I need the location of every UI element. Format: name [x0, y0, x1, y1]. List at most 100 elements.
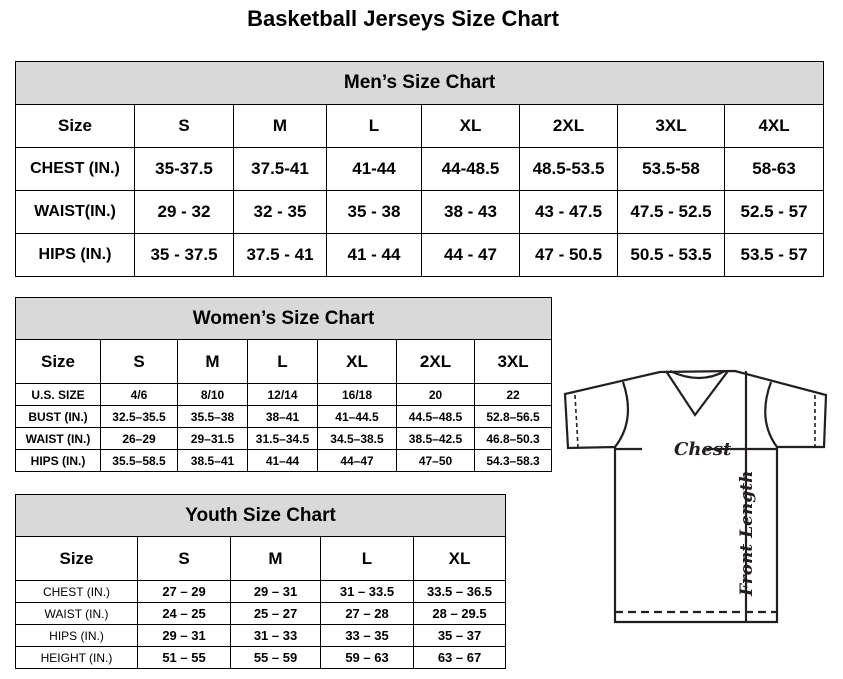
measurement-cell: 50.5 - 53.5 [617, 233, 725, 277]
measurement-cell: 35 - 37.5 [134, 233, 234, 277]
measurement-cell: 20 [396, 383, 475, 406]
measurement-cell: 12/14 [247, 383, 318, 406]
measurement-cell: 25 – 27 [230, 602, 321, 625]
row-label: CHEST (IN.) [15, 147, 135, 191]
row-label: HEIGHT (IN.) [15, 646, 138, 669]
header-row: Size S M L XL 2XL 3XL [15, 339, 553, 384]
measurement-cell: 31.5–34.5 [247, 427, 318, 450]
measurement-cell: 41–44.5 [317, 405, 397, 428]
measurement-cell: 52.8–56.5 [473, 405, 553, 428]
header-row: Size S M L XL 2XL 3XL 4XL [15, 104, 825, 148]
measurement-cell: 8/10 [177, 383, 248, 406]
measurement-cell: 35.5–58.5 [100, 449, 178, 472]
row-label: WAIST(IN.) [15, 190, 135, 234]
size-header: 3XL [617, 104, 725, 148]
measurement-cell: 54.3–58.3 [473, 449, 553, 472]
size-header: XL [412, 536, 507, 581]
size-header: 2XL [519, 104, 618, 148]
measurement-cell: 48.5-53.5 [519, 147, 618, 191]
measurement-cell: 47–50 [396, 449, 475, 472]
table-row: CHEST (IN.) 27 – 29 29 – 31 31 – 33.5 33.5 –… [15, 580, 507, 603]
row-label: U.S. SIZE [15, 383, 101, 406]
measurement-cell: 32 - 35 [233, 190, 327, 234]
mens-size-table: Men’s Size Chart Size S M L XL 2XL 3XL 4XL CHES… [14, 61, 825, 277]
measurement-cell: 53.5-58 [617, 147, 725, 191]
t-shirt-icon: Chest Front Length [563, 369, 828, 624]
measurement-cell: 43 - 47.5 [519, 190, 618, 234]
table-row: BUST (IN.) 32.5–35.5 35.5–38 38–41 41–44.5 44… [15, 405, 553, 428]
measurement-cell: 55 – 59 [230, 646, 321, 669]
row-label: CHEST (IN.) [15, 580, 138, 603]
header-row: Size S M L XL [15, 536, 507, 581]
measurement-cell: 38.5–41 [177, 449, 248, 472]
table-row: HIPS (IN.) 29 – 31 31 – 33 33 – 35 35 – 37 [15, 624, 507, 647]
measurement-cell: 31 – 33.5 [320, 580, 414, 603]
mens-table-title: Men’s Size Chart [14, 61, 825, 105]
size-header: 2XL [396, 339, 475, 384]
page-title: Basketball Jerseys Size Chart [247, 6, 559, 31]
measurement-cell: 41–44 [247, 449, 318, 472]
measurement-cell: 22 [473, 383, 553, 406]
measurement-cell: 44.5–48.5 [396, 405, 475, 428]
measurement-cell: 29–31.5 [177, 427, 248, 450]
size-label: Size [15, 104, 135, 148]
measurement-cell: 37.5-41 [233, 147, 327, 191]
measurement-cell: 4/6 [100, 383, 178, 406]
chest-label: Chest [674, 439, 732, 460]
table-row: HIPS (IN.) 35.5–58.5 38.5–41 41–44 44–47 47–5… [15, 449, 553, 472]
size-header: L [320, 536, 414, 581]
size-header: M [177, 339, 248, 384]
measurement-cell: 44 - 47 [421, 233, 520, 277]
size-header: S [134, 104, 234, 148]
measurement-cell: 27 – 28 [320, 602, 414, 625]
measurement-cell: 38 - 43 [421, 190, 520, 234]
table-row: U.S. SIZE 4/6 8/10 12/14 16/18 20 22 [15, 383, 553, 406]
youth-table-title: Youth Size Chart [14, 494, 507, 537]
measurement-cell: 41-44 [326, 147, 422, 191]
measurement-cell: 16/18 [317, 383, 397, 406]
measurement-cell: 38.5–42.5 [396, 427, 475, 450]
size-header: 4XL [723, 104, 825, 148]
size-label: Size [15, 536, 138, 581]
measurement-cell: 59 – 63 [320, 646, 414, 669]
table-row: WAIST (IN.) 26–29 29–31.5 31.5–34.5 34.5–38.… [15, 427, 553, 450]
table-row: WAIST (IN.) 24 – 25 25 – 27 27 – 28 28 – 29.… [15, 602, 507, 625]
table-row: HEIGHT (IN.) 51 – 55 55 – 59 59 – 63 63 – 67 [15, 646, 507, 669]
size-header: L [326, 104, 422, 148]
measurement-cell: 46.8–50.3 [473, 427, 553, 450]
measurement-cell: 34.5–38.5 [317, 427, 397, 450]
row-label: HIPS (IN.) [15, 233, 135, 277]
row-label: BUST (IN.) [15, 405, 101, 428]
womens-size-table: Women’s Size Chart Size S M L XL 2XL 3XL U.S. … [14, 297, 553, 472]
size-header: L [247, 339, 318, 384]
measurement-cell: 47 - 50.5 [519, 233, 618, 277]
measurement-cell: 52.5 - 57 [723, 190, 825, 234]
measurement-cell: 37.5 - 41 [233, 233, 327, 277]
measurement-cell: 63 – 67 [412, 646, 507, 669]
size-header: M [233, 104, 327, 148]
measurement-cell: 35-37.5 [134, 147, 234, 191]
measurement-cell: 44–47 [317, 449, 397, 472]
measurement-cell: 33 – 35 [320, 624, 414, 647]
measurement-cell: 29 – 31 [230, 580, 321, 603]
measurement-cell: 53.5 - 57 [723, 233, 825, 277]
measurement-cell: 24 – 25 [137, 602, 231, 625]
size-header: XL [421, 104, 520, 148]
measurement-cell: 29 - 32 [134, 190, 234, 234]
measurement-cell: 51 – 55 [137, 646, 231, 669]
measurement-cell: 58-63 [723, 147, 825, 191]
size-label: Size [15, 339, 101, 384]
measurement-cell: 35 – 37 [412, 624, 507, 647]
size-header: M [230, 536, 321, 581]
measurement-cell: 32.5–35.5 [100, 405, 178, 428]
womens-table-title: Women’s Size Chart [14, 297, 553, 340]
youth-size-table: Youth Size Chart Size S M L XL CHEST (IN.) 27… [14, 494, 507, 669]
row-label: WAIST (IN.) [15, 602, 138, 625]
measurement-cell: 47.5 - 52.5 [617, 190, 725, 234]
measurement-cell: 33.5 – 36.5 [412, 580, 507, 603]
measurement-cell: 41 - 44 [326, 233, 422, 277]
size-header: S [137, 536, 231, 581]
measurement-cell: 35.5–38 [177, 405, 248, 428]
measurement-cell: 31 – 33 [230, 624, 321, 647]
front-length-label: Front Length [737, 471, 757, 597]
